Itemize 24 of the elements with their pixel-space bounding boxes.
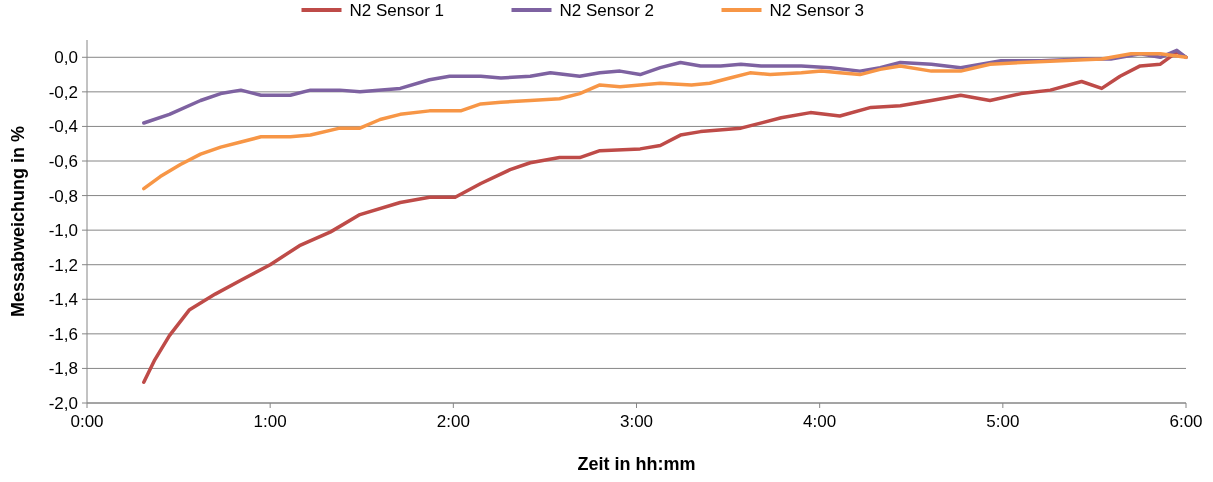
x-tick-label: 6:00 (1169, 412, 1203, 431)
y-tick-label: -0,4 (48, 117, 78, 137)
legend-label: N2 Sensor 3 (769, 1, 864, 20)
y-tick-label: -1,4 (48, 290, 78, 310)
y-tick-label: -1,6 (48, 324, 78, 344)
line-series (142, 52, 1188, 191)
y-tick-label: -0,2 (48, 82, 78, 102)
x-tick-label: 2:00 (436, 412, 470, 431)
y-tick-label: -0,6 (48, 152, 78, 171)
x-tick-label: 0:00 (70, 412, 104, 431)
y-tick-label: -1,2 (48, 255, 78, 275)
x-tick-label: 4:00 (803, 412, 837, 431)
x-tick-label: 5:00 (986, 412, 1020, 431)
x-tick-label: 3:00 (619, 412, 654, 431)
y-tick-label: 0,0 (54, 48, 78, 68)
y-tick-label: -2,0 (48, 394, 78, 413)
x-axis-title: Zeit in hh:mm (577, 454, 696, 474)
y-tick-label: -1,0 (48, 221, 78, 241)
y-tick-label: -1,8 (48, 359, 78, 379)
legend-label: N2 Sensor 2 (559, 1, 654, 20)
legend-label: N2 Sensor 1 (349, 1, 444, 20)
y-axis-title: Messabweichung in % (8, 125, 28, 318)
y-tick-label: -0,8 (48, 186, 78, 206)
x-tick-label: 1:00 (253, 412, 287, 431)
